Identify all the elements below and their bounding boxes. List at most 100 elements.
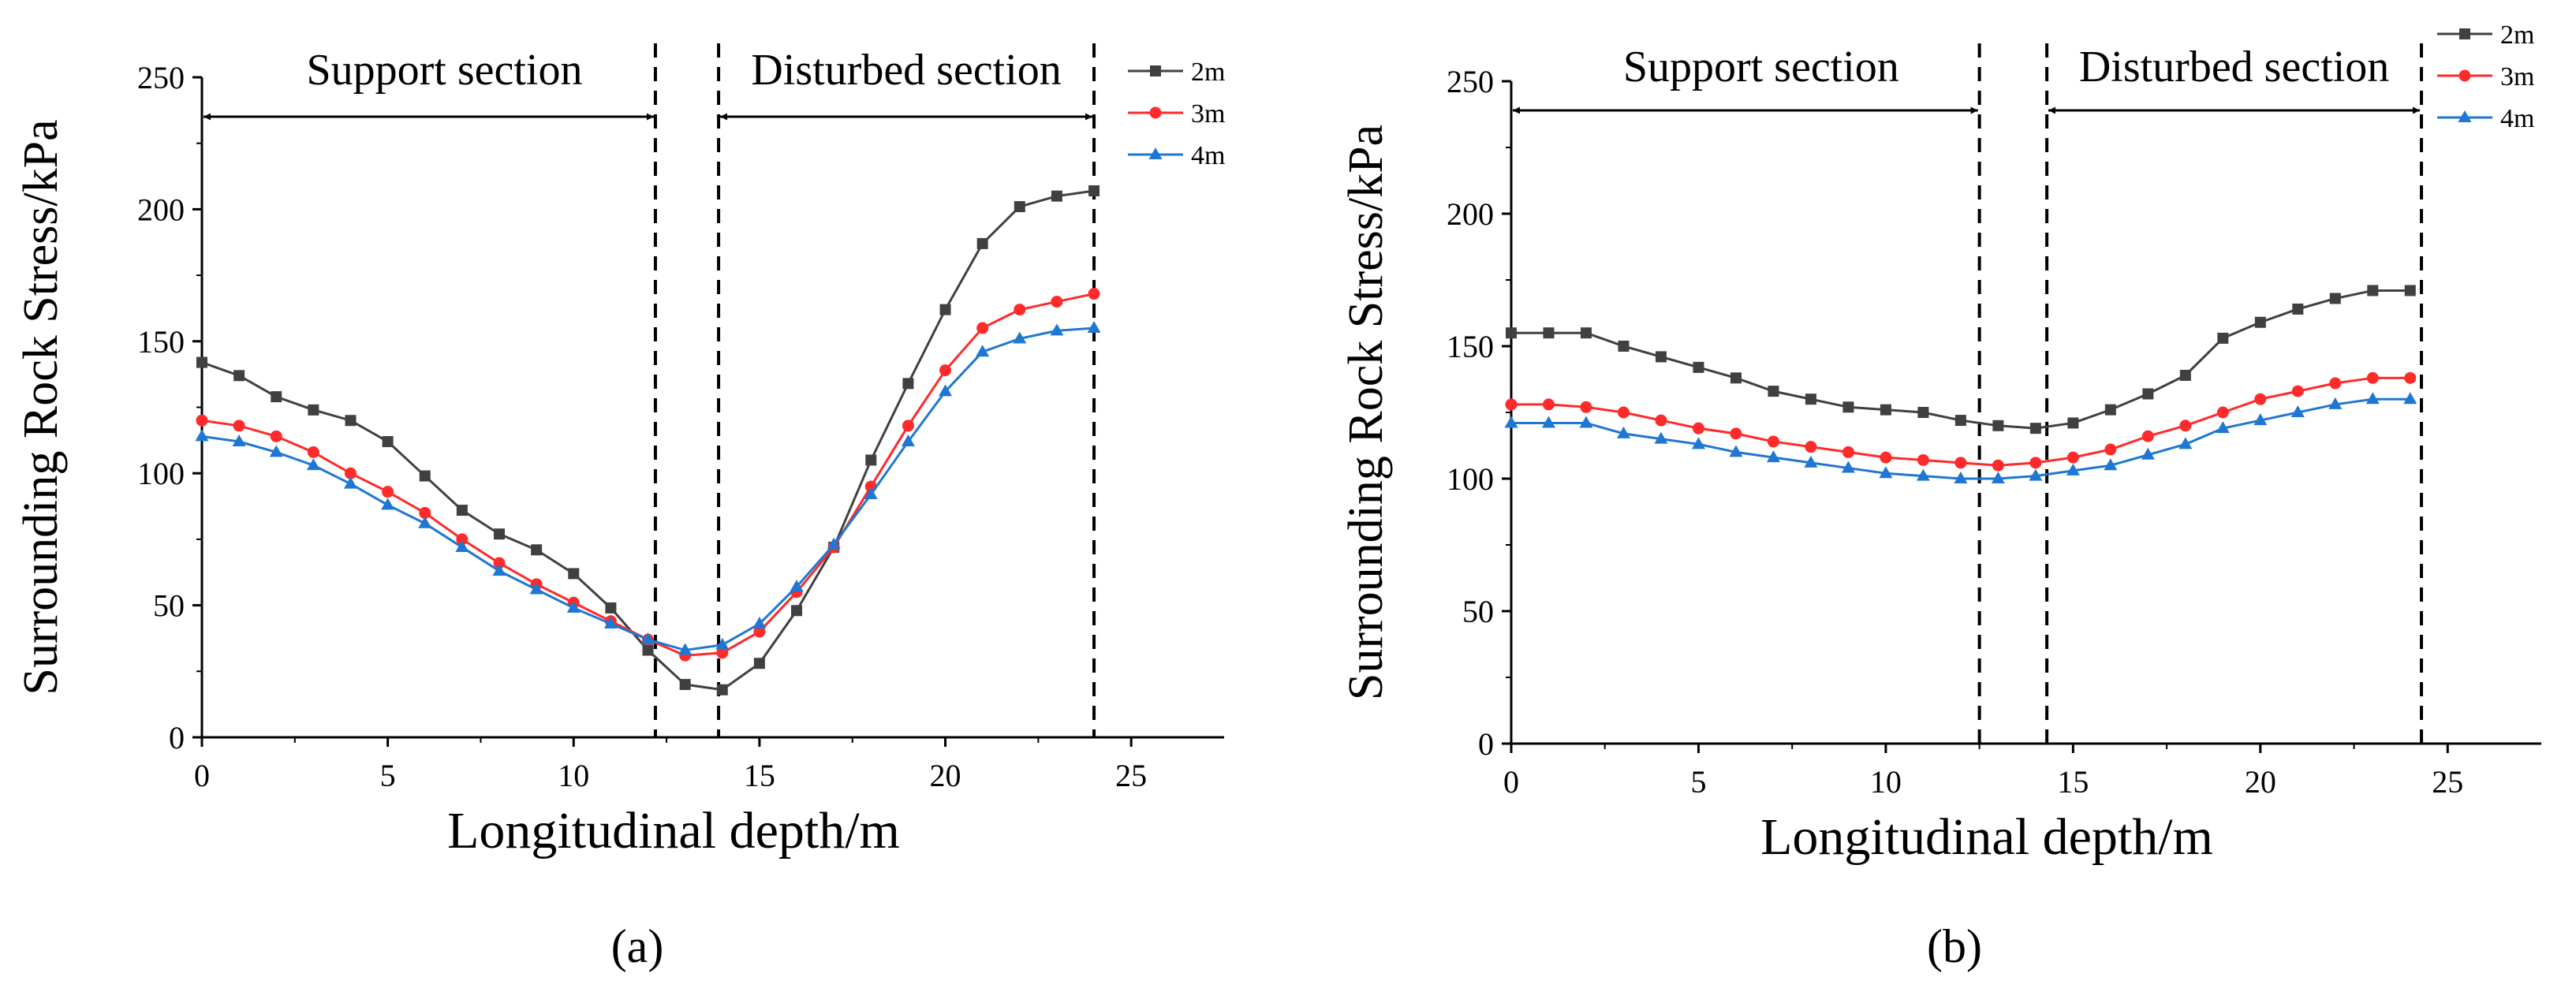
chart-a-y-tick-label: 250 [137, 60, 185, 95]
chart-b-point-3m [1655, 414, 1667, 427]
chart-b-point-2m [1842, 401, 1854, 413]
chart-b-point-4m [1579, 416, 1593, 428]
chart-b-point-2m [2404, 285, 2416, 296]
chart-a-point-2m [902, 378, 914, 390]
chart-a-point-4m [306, 458, 320, 471]
chart-a-line-2m [201, 189, 1095, 692]
chart-b-point-4m [1541, 416, 1555, 428]
chart-b-point-3m [1505, 398, 1518, 411]
chart-b-series-4m [1504, 392, 2417, 483]
chart-b-point-4m [1954, 472, 1968, 483]
chart-b-legend-marker-3m [2458, 69, 2471, 82]
chart-a-point-2m [382, 436, 394, 448]
chart-a-line-4m [201, 326, 1095, 652]
chart-b-point-3m [2179, 420, 2192, 432]
chart-a-point-4m [381, 498, 395, 510]
chart-b-point-2m [1580, 327, 1592, 339]
chart-b-point-2m [1917, 407, 1929, 418]
chart-a-point-4m [344, 476, 358, 489]
chart-a-point-3m [270, 430, 282, 442]
chart-a-point-4m [715, 637, 730, 650]
chart-b-point-2m [2254, 316, 2266, 328]
chart-a-point-4m [1013, 331, 1027, 344]
chart-a-point-2m [939, 304, 951, 315]
chart-b-x-tick-label: 15 [2057, 764, 2089, 800]
chart-a-point-4m [195, 429, 209, 442]
chart-b-series-3m [1505, 371, 2417, 472]
chart-b-point-3m [1692, 422, 1704, 434]
chart-a-point-4m [901, 434, 915, 447]
chart-b-point-4m [2104, 458, 2118, 471]
chart-a-point-2m [271, 391, 282, 403]
chart-b-point-2m [1693, 361, 1704, 373]
chart-b-y-tick-label: 150 [1447, 329, 1494, 364]
chart-a-x-tick-label: 20 [930, 758, 961, 793]
chart-a-point-2m [716, 684, 728, 696]
chart-b-point-4m [2253, 413, 2268, 426]
chart-b-point-2m [1992, 420, 2004, 431]
chart-a-point-2m [605, 602, 617, 613]
chart-b-point-3m [1767, 435, 1779, 448]
chart-b-series-2m [1506, 285, 2416, 434]
chart-a-y-tick-label: 200 [137, 192, 185, 227]
chart-b-point-3m [2291, 385, 2304, 397]
chart-a-y-axis-label: Surrounding Rock Stress/kPa [14, 119, 68, 695]
chart-a-y-tick-label: 150 [137, 324, 185, 360]
chart-a-point-2m [233, 370, 245, 382]
chart-b-point-3m [1917, 453, 1929, 466]
chart-a-point-2m [531, 544, 543, 556]
chart-b-point-2m [2029, 423, 2041, 434]
chart-b-point-4m [1691, 437, 1705, 449]
chart-b-point-2m [2367, 285, 2379, 296]
chart-b-point-2m [2104, 404, 2116, 416]
chart-b-point-2m [1655, 351, 1667, 363]
chart-b-point-4m [1879, 466, 1893, 479]
chart-b-point-2m [2217, 332, 2229, 344]
chart-b-point-3m [1805, 441, 1817, 453]
chart-a-series-4m [195, 321, 1101, 655]
chart-b-point-2m [1768, 386, 1779, 397]
chart-b-x-tick-label: 25 [2432, 764, 2463, 800]
chart-b-x-tick-label: 10 [1870, 764, 1902, 800]
chart-b-legend-label-4m: 4m [2500, 104, 2534, 133]
chart-a-legend-label-2m: 2m [1191, 58, 1225, 87]
chart-a-x-tick-label: 15 [744, 758, 775, 793]
chart-b-y-tick-label: 100 [1447, 461, 1494, 497]
chart-b-point-3m [1954, 457, 1967, 469]
chart-b-point-4m [2290, 405, 2305, 417]
chart-a-point-2m [1014, 201, 1025, 213]
panel-a-label: (a) [611, 920, 664, 972]
chart-b-point-4m [1841, 461, 1855, 473]
chart-a-legend-label-4m: 4m [1191, 141, 1225, 170]
chart-b-y-tick-label: 50 [1462, 594, 1494, 629]
chart-b-point-3m [1730, 427, 1742, 440]
chart-b-point-4m [2365, 392, 2380, 405]
chart-b-point-2m [1880, 404, 1891, 416]
chart-a-point-3m [493, 557, 506, 569]
chart-b-disturbed-section-label: Disturbed section [2079, 43, 2389, 91]
chart-a-point-3m [456, 533, 469, 546]
chart-b-point-3m [2141, 430, 2154, 442]
chart-a-x-tick-label: 0 [194, 758, 210, 793]
chart-a-point-2m [345, 415, 357, 427]
chart-a-point-3m [382, 486, 394, 498]
chart-b-x-tick-label: 20 [2245, 764, 2276, 800]
chart-b-y-tick-label: 250 [1447, 64, 1494, 99]
chart-a-point-2m [308, 404, 319, 416]
chart-a-point-3m [939, 364, 952, 377]
chart-b-point-2m [1730, 372, 1742, 384]
chart-b-point-3m [1542, 398, 1555, 411]
chart-a-point-2m [419, 470, 431, 482]
chart-b-point-2m [1618, 341, 1630, 352]
chart-a-point-2m [976, 237, 988, 249]
chart-b-point-3m [2066, 451, 2079, 464]
chart-b-point-2m [1506, 327, 1517, 339]
chart-a-point-4m [976, 345, 990, 357]
chart-a-x-tick-label: 5 [380, 758, 396, 793]
chart-b-y-axis-label: Surrounding Rock Stress/kPa [1339, 125, 1393, 700]
chart-a-point-4m [529, 582, 543, 595]
chart-a-y-tick-label: 100 [137, 456, 185, 491]
chart-a-point-3m [753, 625, 766, 638]
chart-a-point-4m [641, 632, 655, 645]
